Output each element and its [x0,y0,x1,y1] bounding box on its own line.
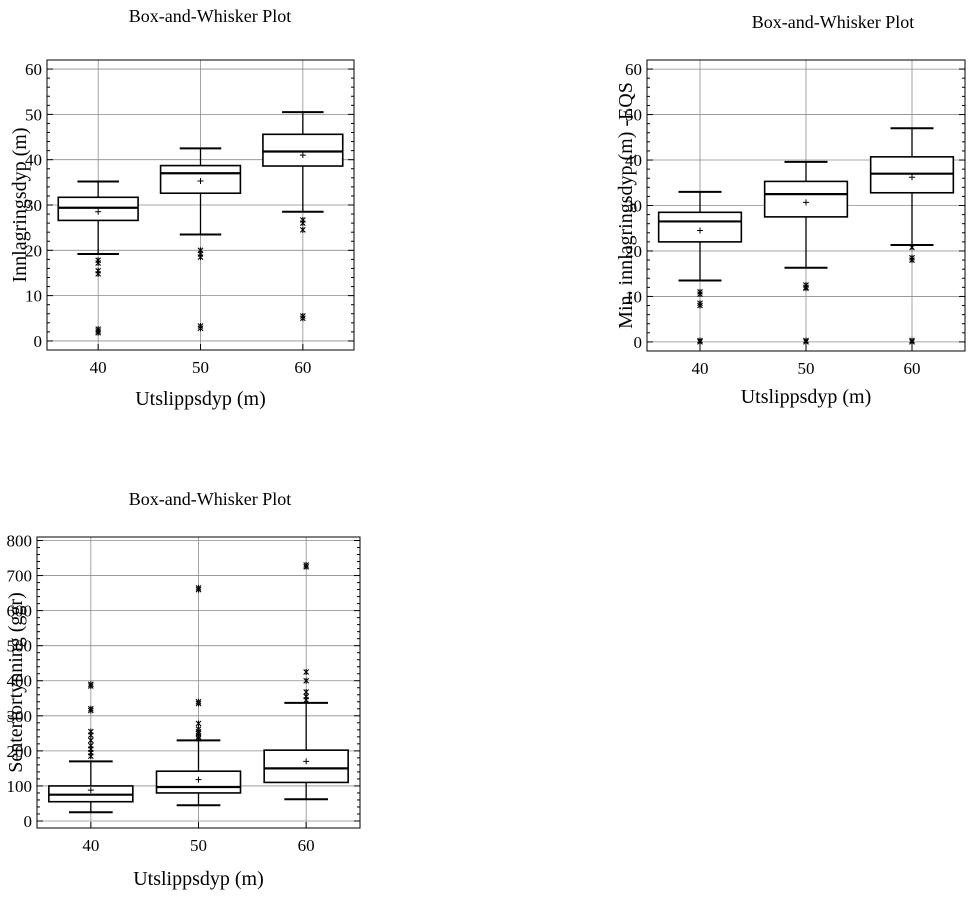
y-axis-label: Innlagringsdyp (m) [9,128,31,283]
x-tick-label: 40 [82,836,99,855]
iqr-box [159,164,242,195]
y-tick-label: 0 [634,333,643,352]
outlier-point [87,742,94,749]
y-tick-label: 200 [7,742,33,761]
x-tick-label: 60 [298,836,315,855]
outlier-point [909,244,915,251]
outlier-point [803,338,809,345]
outlier-point [803,285,809,292]
y-tick-label: 30 [25,196,42,215]
x-tick-label: 60 [904,359,921,378]
x-tick-label: 60 [294,358,311,377]
chart-title: Box-and-Whisker Plot [752,12,914,32]
outlier-point [909,257,915,264]
mean-marker [87,787,94,794]
y-tick-label: 10 [25,287,42,306]
outlier-point [303,668,310,675]
outlier-point [303,688,310,695]
mean-marker [303,758,310,765]
mean-marker [197,177,204,184]
box-60 [869,127,955,345]
y-tick-label: 30 [625,197,642,216]
outlier-point [303,677,310,684]
x-axis-label: Utslippsdyp (m) [741,386,872,408]
y-tick-label: 40 [25,151,42,170]
y-tick-label: 60 [625,60,642,79]
outlier-point [87,737,94,744]
boxplot-chart-senterfortynning: Box-and-Whisker Plot 0 100 200 300 400 500 600 7… [0,480,380,897]
box-50 [159,147,242,332]
boxplot-chart-min-innlagringsdyp: Box-and-Whisker Plot 0 10 20 30 40 50 60 40 50 60 U… [610,0,973,440]
y-tick-label: 400 [7,672,33,691]
y-axis-label: Senterfortynning (ggr) [5,592,27,773]
outlier-point [195,726,202,733]
chart-svg: Box-and-Whisker Plot 0 10 20 30 40 50 60 40 50 60 U… [9,6,355,410]
y-tick-label: 10 [625,287,642,306]
chart-title: Box-and-Whisker Plot [129,489,291,509]
x-axis-label: Utslippsdyp (m) [135,388,266,410]
x-tick-label: 40 [692,359,709,378]
outlier-point [697,302,703,309]
outlier-point [195,698,202,705]
outlier-point [87,705,94,712]
mean-marker [95,208,102,215]
outlier-point [197,254,204,261]
y-tick-label: 60 [25,60,42,79]
chart-title: Box-and-Whisker Plot [129,6,291,26]
x-tick-label: 50 [798,359,815,378]
chart-svg: Box-and-Whisker Plot 0 100 200 300 400 500 600 7… [5,489,361,890]
x-tick-label: 40 [90,358,107,377]
y-tick-label: 20 [625,242,642,261]
box-40 [657,190,743,345]
iqr-box [263,749,349,784]
y-tick-label: 0 [34,332,43,351]
x-tick-label: 50 [190,836,207,855]
outlier-point [299,220,306,227]
x-tick-label: 50 [192,358,209,377]
outlier-point [299,226,306,233]
chart-svg: Box-and-Whisker Plot 0 10 20 30 40 50 60 40 50 60 U… [615,12,966,408]
y-tick-label: 100 [7,777,33,796]
mean-marker [195,776,202,783]
iqr-box [262,133,344,167]
outlier-point [95,260,102,266]
mean-marker [909,174,915,181]
box-40 [57,180,139,336]
box-50 [763,160,849,345]
outlier-point [87,681,94,688]
x-axis-label: Utslippsdyp (m) [133,868,264,890]
y-tick-label: 50 [625,106,642,125]
y-tick-label: 800 [7,532,33,551]
y-tick-label: 600 [7,602,33,621]
y-tick-label: 20 [25,241,42,260]
box-60 [262,111,344,322]
y-tick-label: 700 [7,567,33,586]
outlier-point [197,325,204,332]
outlier-point [909,338,915,345]
box-60 [263,562,349,801]
outlier-point [697,291,703,298]
outlier-point [697,338,703,345]
y-tick-label: 40 [625,151,642,170]
outlier-point [95,270,102,277]
iqr-box [763,180,849,218]
outlier-point [195,584,202,591]
y-tick-label: 0 [24,812,33,831]
box-40 [48,681,134,814]
boxplot-chart-innlagringsdyp: Box-and-Whisker Plot 0 10 20 30 40 50 60 40 50 60 U… [0,0,380,440]
outlier-point [299,315,306,322]
iqr-box [657,211,743,243]
mean-marker [299,152,306,159]
mean-marker [803,199,809,206]
y-axis-label: Min. innlagringsdyp (m) -EQS [615,82,637,329]
mean-marker [697,227,703,234]
outlier-point [95,329,102,336]
y-tick-label: 300 [7,707,33,726]
y-tick-label: 50 [25,105,42,124]
outlier-point [195,720,202,727]
y-tick-label: 500 [7,637,33,656]
outlier-point [87,728,94,735]
box-50 [155,584,242,807]
outlier-point [303,562,310,569]
